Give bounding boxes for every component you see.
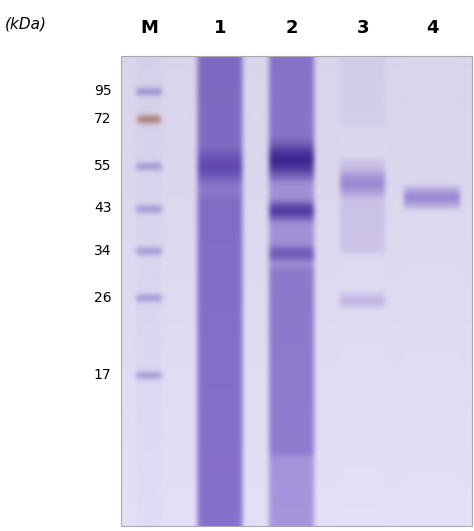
Text: 43: 43 — [94, 201, 111, 216]
Text: 72: 72 — [94, 112, 111, 126]
Text: 95: 95 — [94, 84, 111, 98]
Text: 1: 1 — [214, 19, 227, 37]
Text: 34: 34 — [94, 244, 111, 258]
Text: 4: 4 — [426, 19, 438, 37]
Text: 2: 2 — [285, 19, 298, 37]
Text: M: M — [140, 19, 158, 37]
Text: (kDa): (kDa) — [5, 17, 47, 32]
Text: 17: 17 — [94, 369, 111, 382]
Text: 26: 26 — [94, 291, 111, 305]
Text: 55: 55 — [94, 159, 111, 173]
Text: 3: 3 — [356, 19, 369, 37]
